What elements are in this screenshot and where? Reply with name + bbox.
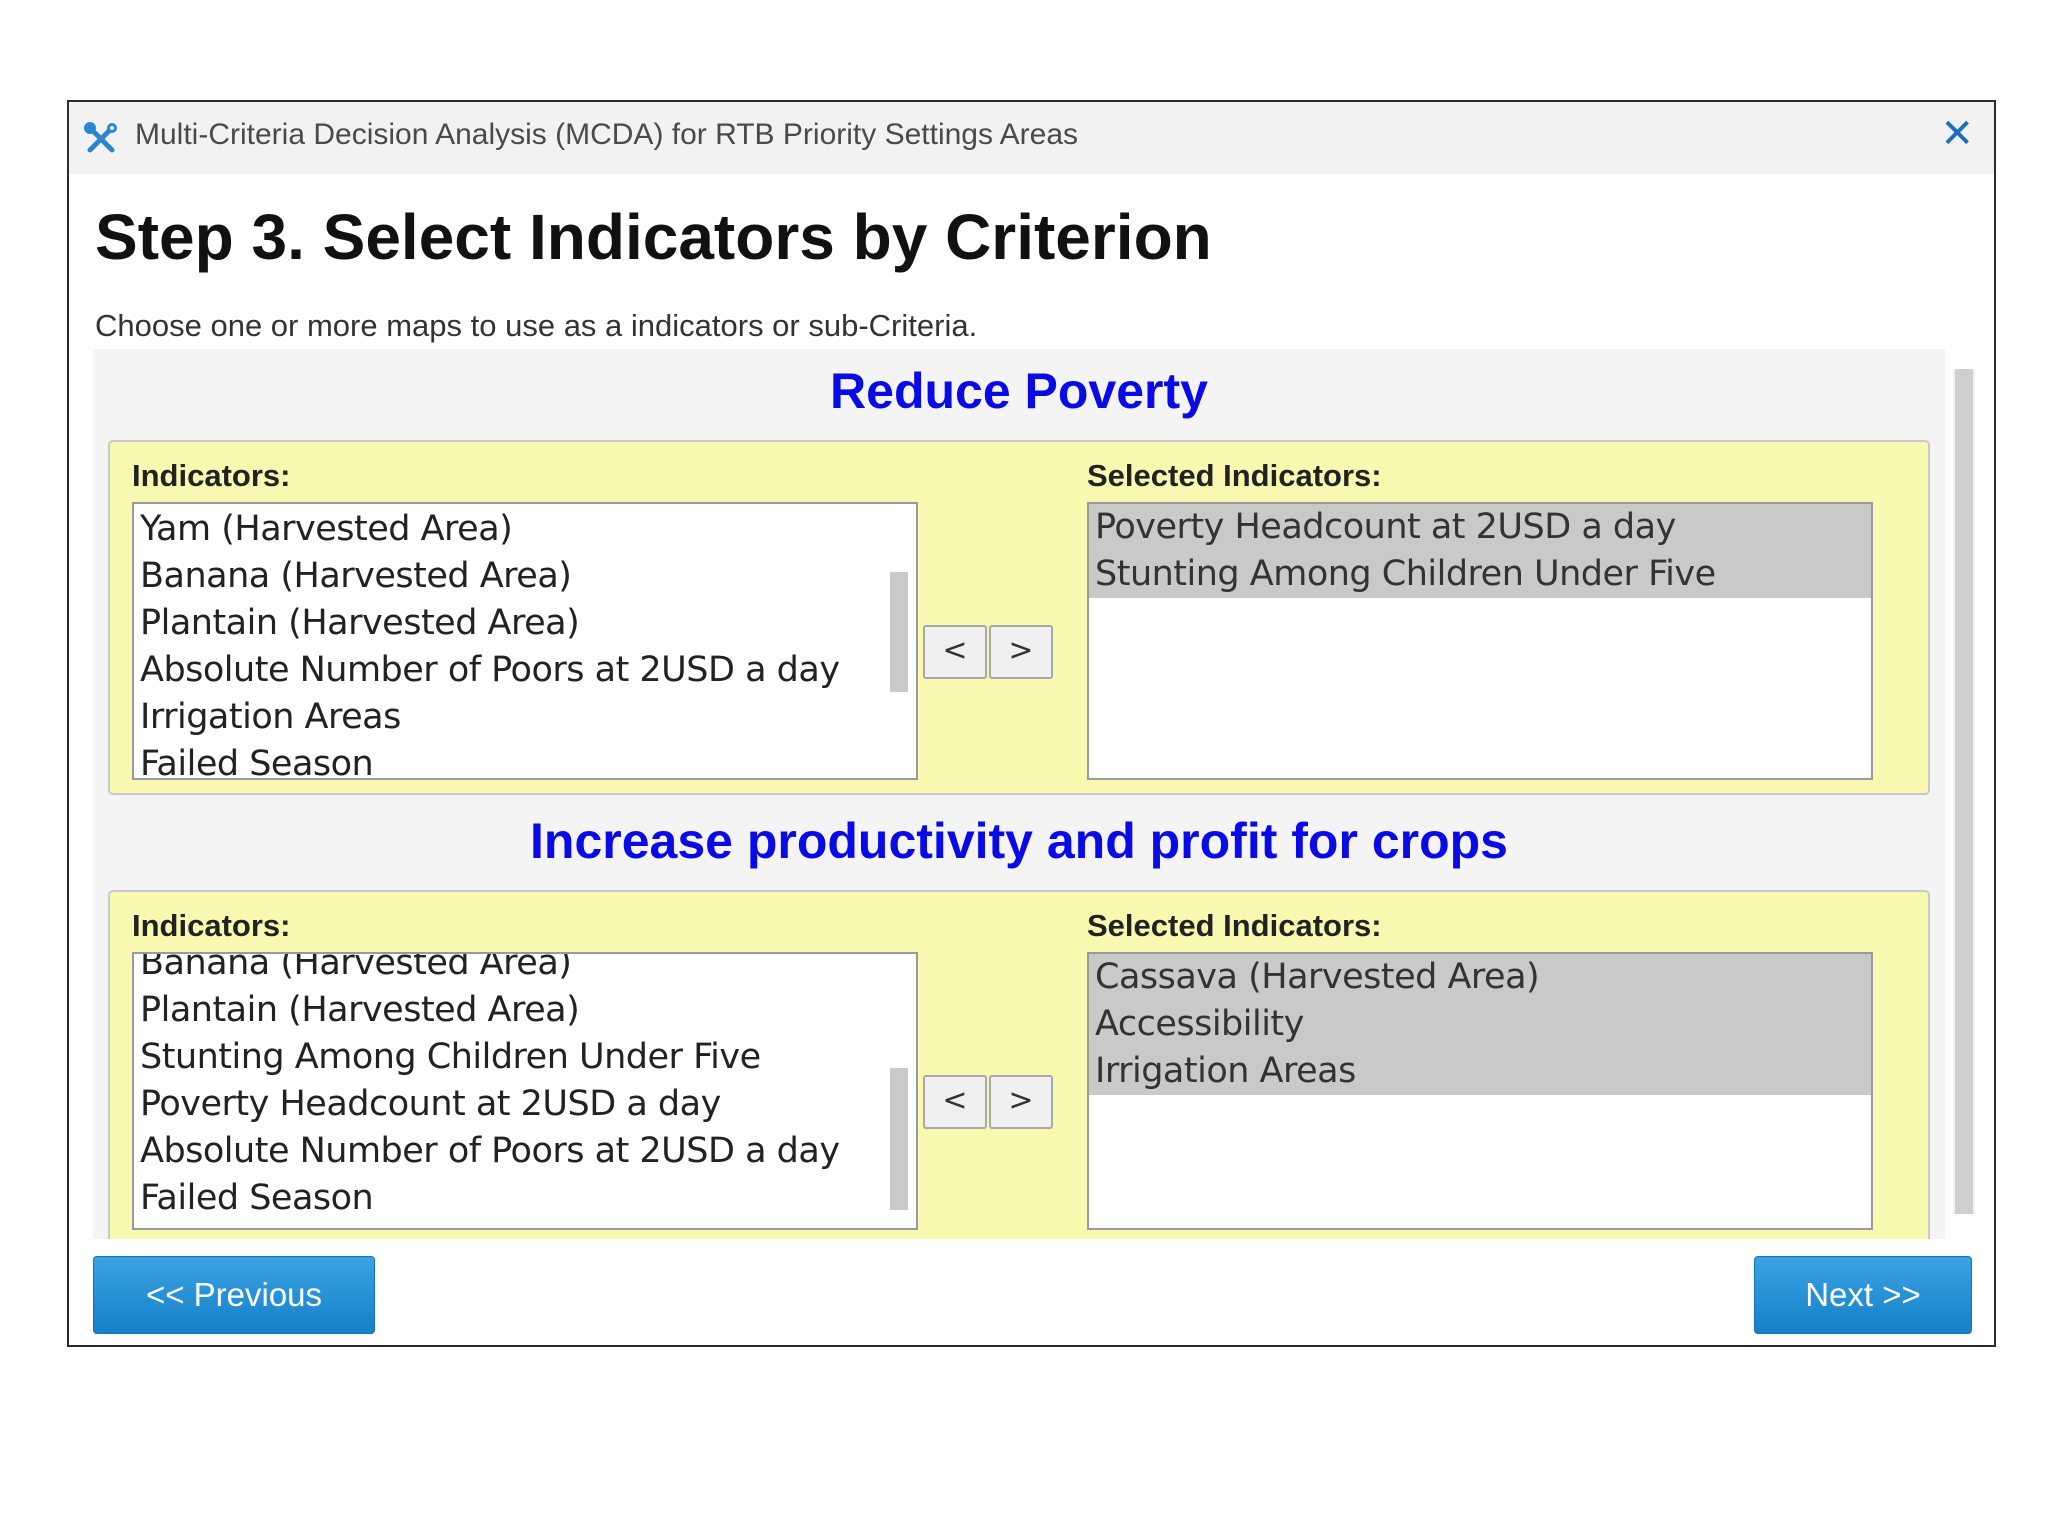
listbox-scrollbar[interactable]: [890, 572, 908, 692]
list-item[interactable]: Failed Season: [140, 1178, 374, 1218]
list-item[interactable]: Absolute Number of Poors at 2USD a day: [140, 650, 840, 690]
list-item[interactable]: Failed Season: [140, 744, 374, 780]
selected-list-item[interactable]: Cassava (Harvested Area): [1089, 954, 1871, 1001]
close-icon[interactable]: ✕: [1940, 111, 1974, 157]
content-scrollbar-thumb[interactable]: [1955, 369, 1973, 1214]
step-title: Step 3. Select Indicators by Criterion: [95, 201, 1212, 273]
next-button[interactable]: Next >>: [1754, 1256, 1972, 1334]
content-scrollbar[interactable]: [1953, 369, 1975, 1214]
list-item[interactable]: Banana (Harvested Area): [140, 952, 572, 983]
list-item[interactable]: Irrigation Areas: [140, 697, 401, 737]
selected-indicators-label: Selected Indicators:: [1087, 458, 1382, 493]
list-item[interactable]: Plantain (Harvested Area): [140, 603, 580, 643]
move-left-button[interactable]: <: [923, 1075, 987, 1129]
mcda-dialog: Multi-Criteria Decision Analysis (MCDA) …: [67, 100, 1996, 1347]
selected-list-item[interactable]: Accessibility: [1089, 1001, 1871, 1048]
list-item[interactable]: Plantain (Harvested Area): [140, 990, 580, 1030]
move-right-button[interactable]: >: [989, 1075, 1053, 1129]
selected-list-item[interactable]: Poverty Headcount at 2USD a day: [1089, 504, 1871, 551]
selected-list-item[interactable]: Irrigation Areas: [1089, 1048, 1871, 1095]
tools-icon: [84, 122, 117, 153]
list-item[interactable]: Poverty Headcount at 2USD a day: [140, 1084, 721, 1124]
dialog-titlebar: Multi-Criteria Decision Analysis (MCDA) …: [69, 102, 1994, 174]
criterion-panel: Indicators: Selected Indicators: Yam (Ha…: [108, 440, 1930, 795]
move-left-button[interactable]: <: [923, 625, 987, 679]
criteria-scroll-area: Reduce Poverty Indicators: Selected Indi…: [93, 349, 1945, 1239]
dialog-title: Multi-Criteria Decision Analysis (MCDA) …: [135, 118, 1079, 151]
criterion-title: Reduce Poverty: [830, 363, 1208, 419]
indicators-listbox[interactable]: Yam (Harvested Area) Banana (Harvested A…: [132, 502, 918, 780]
indicators-label: Indicators:: [132, 458, 291, 493]
criterion-panel: Indicators: Selected Indicators: Banana …: [108, 890, 1930, 1239]
move-right-button[interactable]: >: [989, 625, 1053, 679]
list-item[interactable]: Yam (Harvested Area): [140, 509, 513, 549]
selected-indicators-listbox[interactable]: Cassava (Harvested Area) Accessibility I…: [1087, 952, 1873, 1230]
criterion-title: Increase productivity and profit for cro…: [530, 813, 1508, 869]
selected-indicators-label: Selected Indicators:: [1087, 908, 1382, 943]
selected-list-item[interactable]: Stunting Among Children Under Five: [1089, 551, 1871, 598]
listbox-scrollbar[interactable]: [890, 1068, 908, 1210]
indicators-label: Indicators:: [132, 908, 291, 943]
step-description: Choose one or more maps to use as a indi…: [95, 308, 978, 343]
previous-button[interactable]: << Previous: [93, 1256, 375, 1334]
list-item[interactable]: Absolute Number of Poors at 2USD a day: [140, 1131, 840, 1171]
list-item[interactable]: Stunting Among Children Under Five: [140, 1037, 761, 1077]
indicators-listbox[interactable]: Banana (Harvested Area) Plantain (Harves…: [132, 952, 918, 1230]
selected-indicators-listbox[interactable]: Poverty Headcount at 2USD a day Stunting…: [1087, 502, 1873, 780]
list-item[interactable]: Banana (Harvested Area): [140, 556, 572, 596]
